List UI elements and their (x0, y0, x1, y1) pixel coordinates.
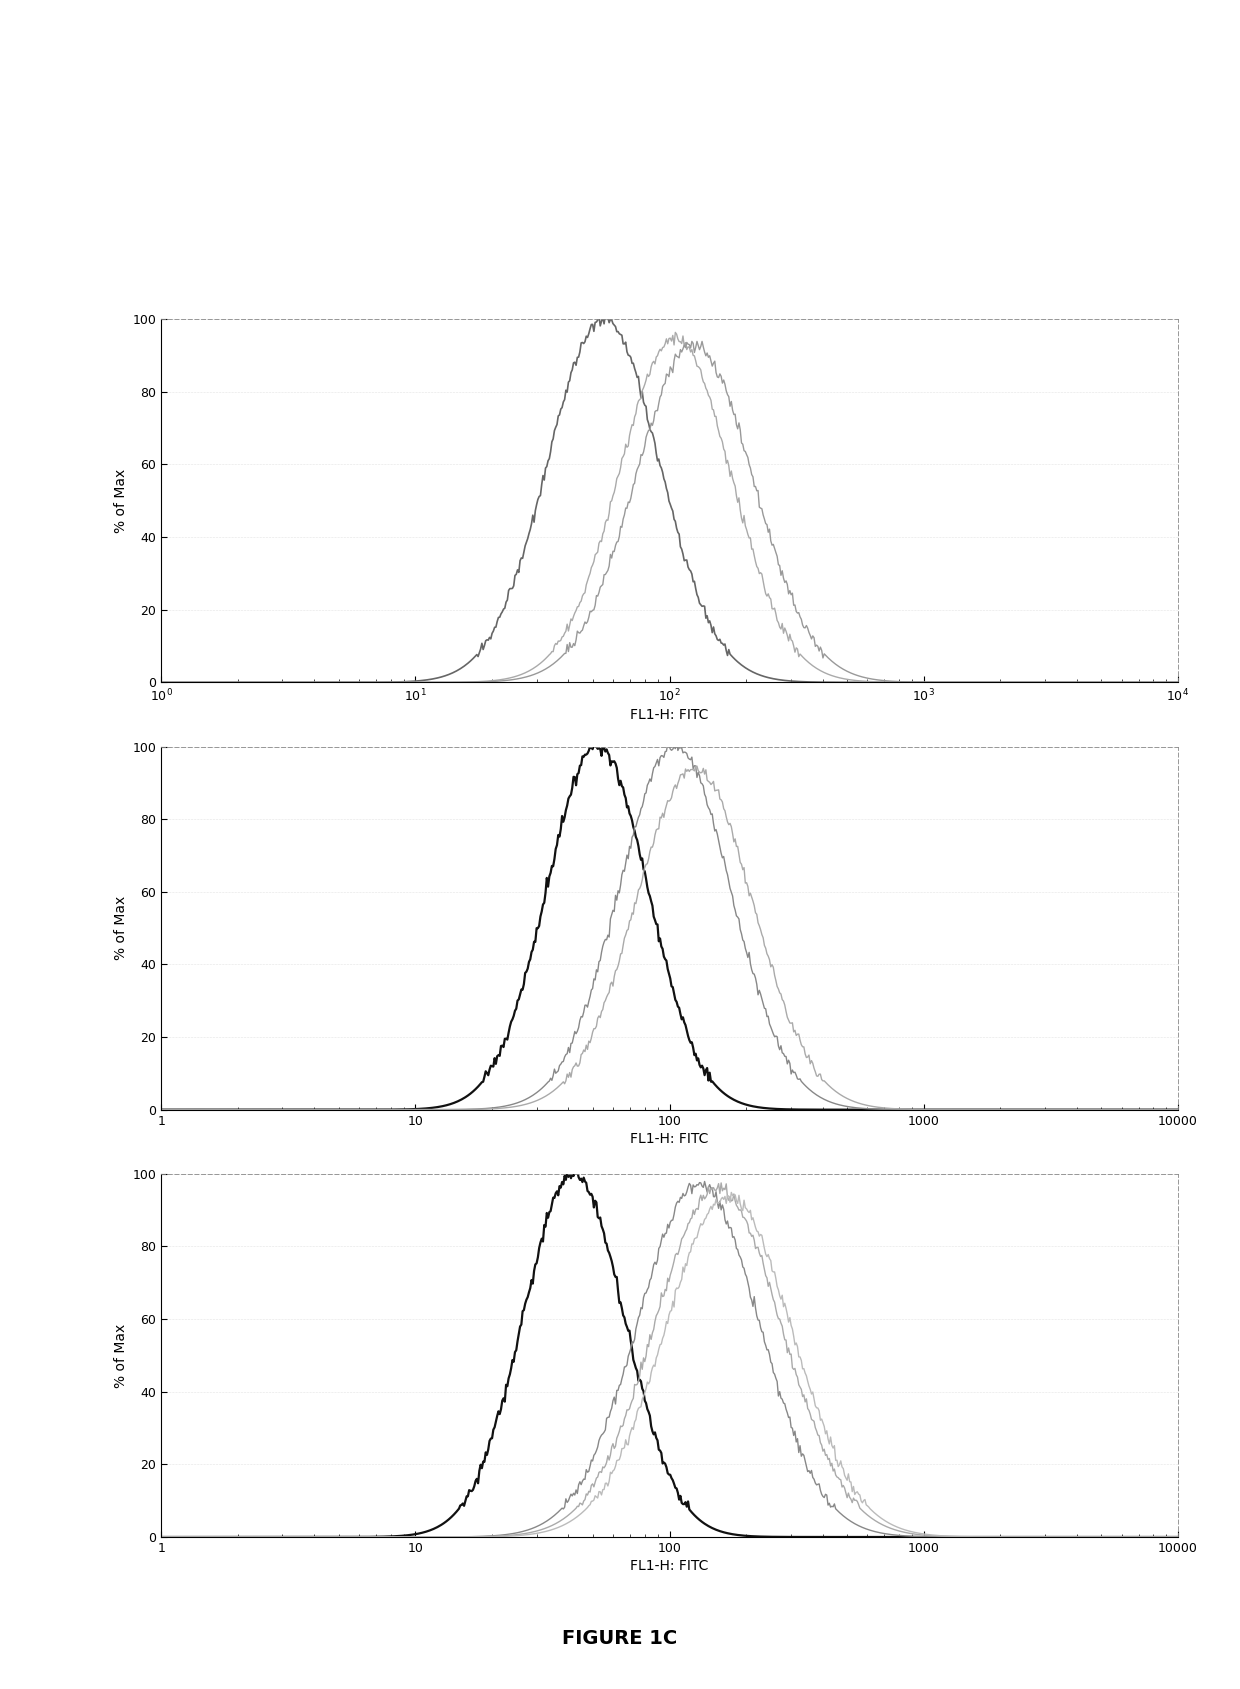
Y-axis label: % of Max: % of Max (114, 1322, 128, 1388)
Y-axis label: % of Max: % of Max (114, 468, 128, 534)
Text: FIGURE 1C: FIGURE 1C (563, 1628, 677, 1648)
X-axis label: FL1-H: FITC: FL1-H: FITC (630, 708, 709, 721)
X-axis label: FL1-H: FITC: FL1-H: FITC (630, 1132, 709, 1145)
Y-axis label: % of Max: % of Max (114, 895, 128, 961)
X-axis label: FL1-H: FITC: FL1-H: FITC (630, 1559, 709, 1572)
